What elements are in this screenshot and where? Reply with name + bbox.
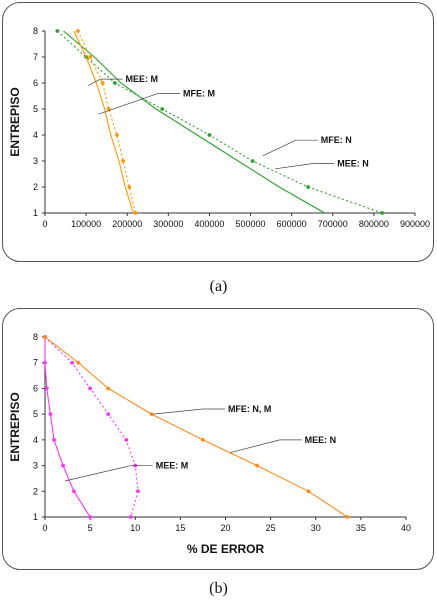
- y-tick-label: 7: [33, 358, 38, 368]
- data-point: [255, 463, 259, 468]
- series-line: [73, 30, 134, 214]
- annotation-label: MFE: M: [183, 88, 215, 98]
- y-tick-label: 6: [33, 78, 38, 88]
- data-point: [88, 386, 93, 391]
- y-tick-label: 5: [33, 104, 38, 114]
- annotation-label: MFE: N, M: [228, 404, 272, 414]
- data-point: [100, 81, 105, 85]
- x-tick-label: 15: [175, 523, 185, 533]
- data-point: [124, 437, 129, 442]
- x-tick-label: 20: [220, 523, 230, 533]
- x-tick-label: 500000: [236, 219, 266, 229]
- y-tick-label: 4: [33, 435, 38, 445]
- x-tick-label: 900000: [400, 219, 430, 229]
- data-point: [55, 29, 60, 33]
- x-tick-label: 100000: [71, 219, 101, 229]
- data-point: [71, 489, 76, 494]
- y-tick-label: 4: [33, 130, 38, 140]
- data-point: [121, 159, 126, 163]
- x-tick-label: 40: [401, 523, 411, 533]
- data-point: [127, 185, 132, 189]
- y-axis-label: ENTREPISO: [8, 87, 22, 156]
- series-line: [56, 30, 383, 214]
- x-tick-label: 10: [130, 523, 140, 533]
- annotation-label: MEE: M: [156, 461, 189, 471]
- data-point: [52, 437, 56, 442]
- data-point: [106, 412, 111, 417]
- data-point: [43, 335, 47, 339]
- annotation-leader: [88, 78, 101, 86]
- data-point: [115, 133, 119, 137]
- y-tick-label: 6: [33, 383, 38, 393]
- data-point: [76, 360, 81, 365]
- caption-a: (a): [209, 278, 228, 295]
- x-tick-label: 0: [42, 219, 47, 229]
- data-point: [306, 489, 311, 494]
- y-tick-label: 3: [33, 156, 38, 166]
- data-point: [207, 133, 212, 137]
- y-tick-label: 2: [33, 182, 38, 192]
- data-point: [345, 515, 350, 519]
- data-point: [88, 55, 93, 59]
- data-point: [133, 211, 138, 215]
- annotation-leader: [153, 408, 203, 415]
- series-line: [44, 337, 91, 518]
- x-tick-label: 30: [311, 523, 321, 533]
- annotation-label: MEE: M: [126, 74, 159, 84]
- x-tick-label: 800000: [359, 219, 389, 229]
- annotation-leader: [229, 439, 280, 454]
- data-point: [128, 515, 133, 519]
- annotation-label: MFE: N: [321, 135, 352, 145]
- series-line: [44, 336, 139, 518]
- data-point: [48, 412, 53, 417]
- data-point: [88, 515, 93, 519]
- caption-b: (b): [209, 580, 228, 597]
- x-tick-label: 600000: [277, 219, 307, 229]
- x-tick-label: 400000: [194, 219, 224, 229]
- y-tick-label: 7: [33, 52, 38, 62]
- data-point: [380, 211, 385, 215]
- data-point: [75, 29, 80, 33]
- annotation-label: MEE: N: [337, 159, 369, 169]
- series-line: [44, 336, 348, 518]
- y-tick-label: 8: [33, 332, 38, 342]
- data-point: [106, 386, 111, 391]
- data-point: [136, 489, 140, 494]
- data-point: [44, 386, 49, 391]
- series-line: [63, 30, 325, 214]
- x-tick-label: 25: [266, 523, 276, 533]
- x-tick-label: 300000: [153, 219, 183, 229]
- data-point: [306, 185, 311, 189]
- data-point: [149, 412, 154, 417]
- data-point: [70, 360, 74, 365]
- chart-panel-b: 0 5 10 15 20 25 30 35 40 1 2 3 4 5 6 7 8 ENTREPISO % DE ER…: [2, 308, 434, 570]
- y-axis-label: ENTREPISO: [8, 392, 22, 461]
- x-tick-label: 700000: [318, 219, 348, 229]
- x-tick-label: 5: [88, 523, 93, 533]
- chart-a: 0 100000 200000 300000 400000 500000 600000 700…: [8, 26, 430, 229]
- data-point: [160, 107, 165, 111]
- y-tick-label: 2: [33, 486, 38, 496]
- y-tick-label: 5: [33, 409, 38, 419]
- y-tick-label: 1: [33, 512, 38, 522]
- x-tick-label: 200000: [112, 219, 142, 229]
- x-tick-label: 0: [42, 523, 47, 533]
- annotation-leader: [98, 93, 159, 115]
- annotation-leader: [262, 139, 296, 157]
- x-axis-label: % DE ERROR: [187, 542, 265, 556]
- data-point: [250, 159, 255, 163]
- data-point: [43, 360, 47, 365]
- annotation-leader: [64, 465, 131, 482]
- chart-b: 0 5 10 15 20 25 30 35 40 1 2 3 4 5 6 7 8 ENTREPISO % DE ER…: [8, 332, 411, 556]
- y-tick-label: 1: [33, 208, 38, 218]
- data-point: [201, 437, 205, 442]
- annotation-label: MEE: N: [305, 435, 337, 445]
- data-point: [61, 463, 65, 468]
- chart-panel-a: 0 100000 200000 300000 400000 500000 600000 700…: [2, 2, 434, 262]
- x-tick-label: 35: [356, 523, 366, 533]
- data-point: [112, 81, 117, 85]
- annotation-leader: [275, 163, 313, 170]
- y-tick-label: 8: [33, 26, 38, 36]
- y-tick-label: 3: [33, 461, 38, 471]
